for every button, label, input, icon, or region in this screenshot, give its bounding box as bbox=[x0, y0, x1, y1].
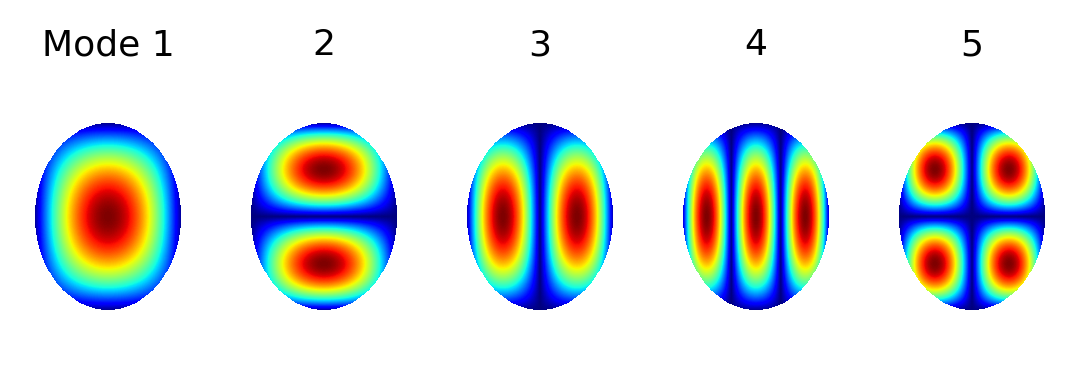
Text: 3: 3 bbox=[528, 28, 552, 62]
Text: 2: 2 bbox=[312, 28, 336, 62]
Text: Mode 1: Mode 1 bbox=[42, 28, 174, 62]
Text: 5: 5 bbox=[960, 28, 984, 62]
Text: 4: 4 bbox=[744, 28, 768, 62]
